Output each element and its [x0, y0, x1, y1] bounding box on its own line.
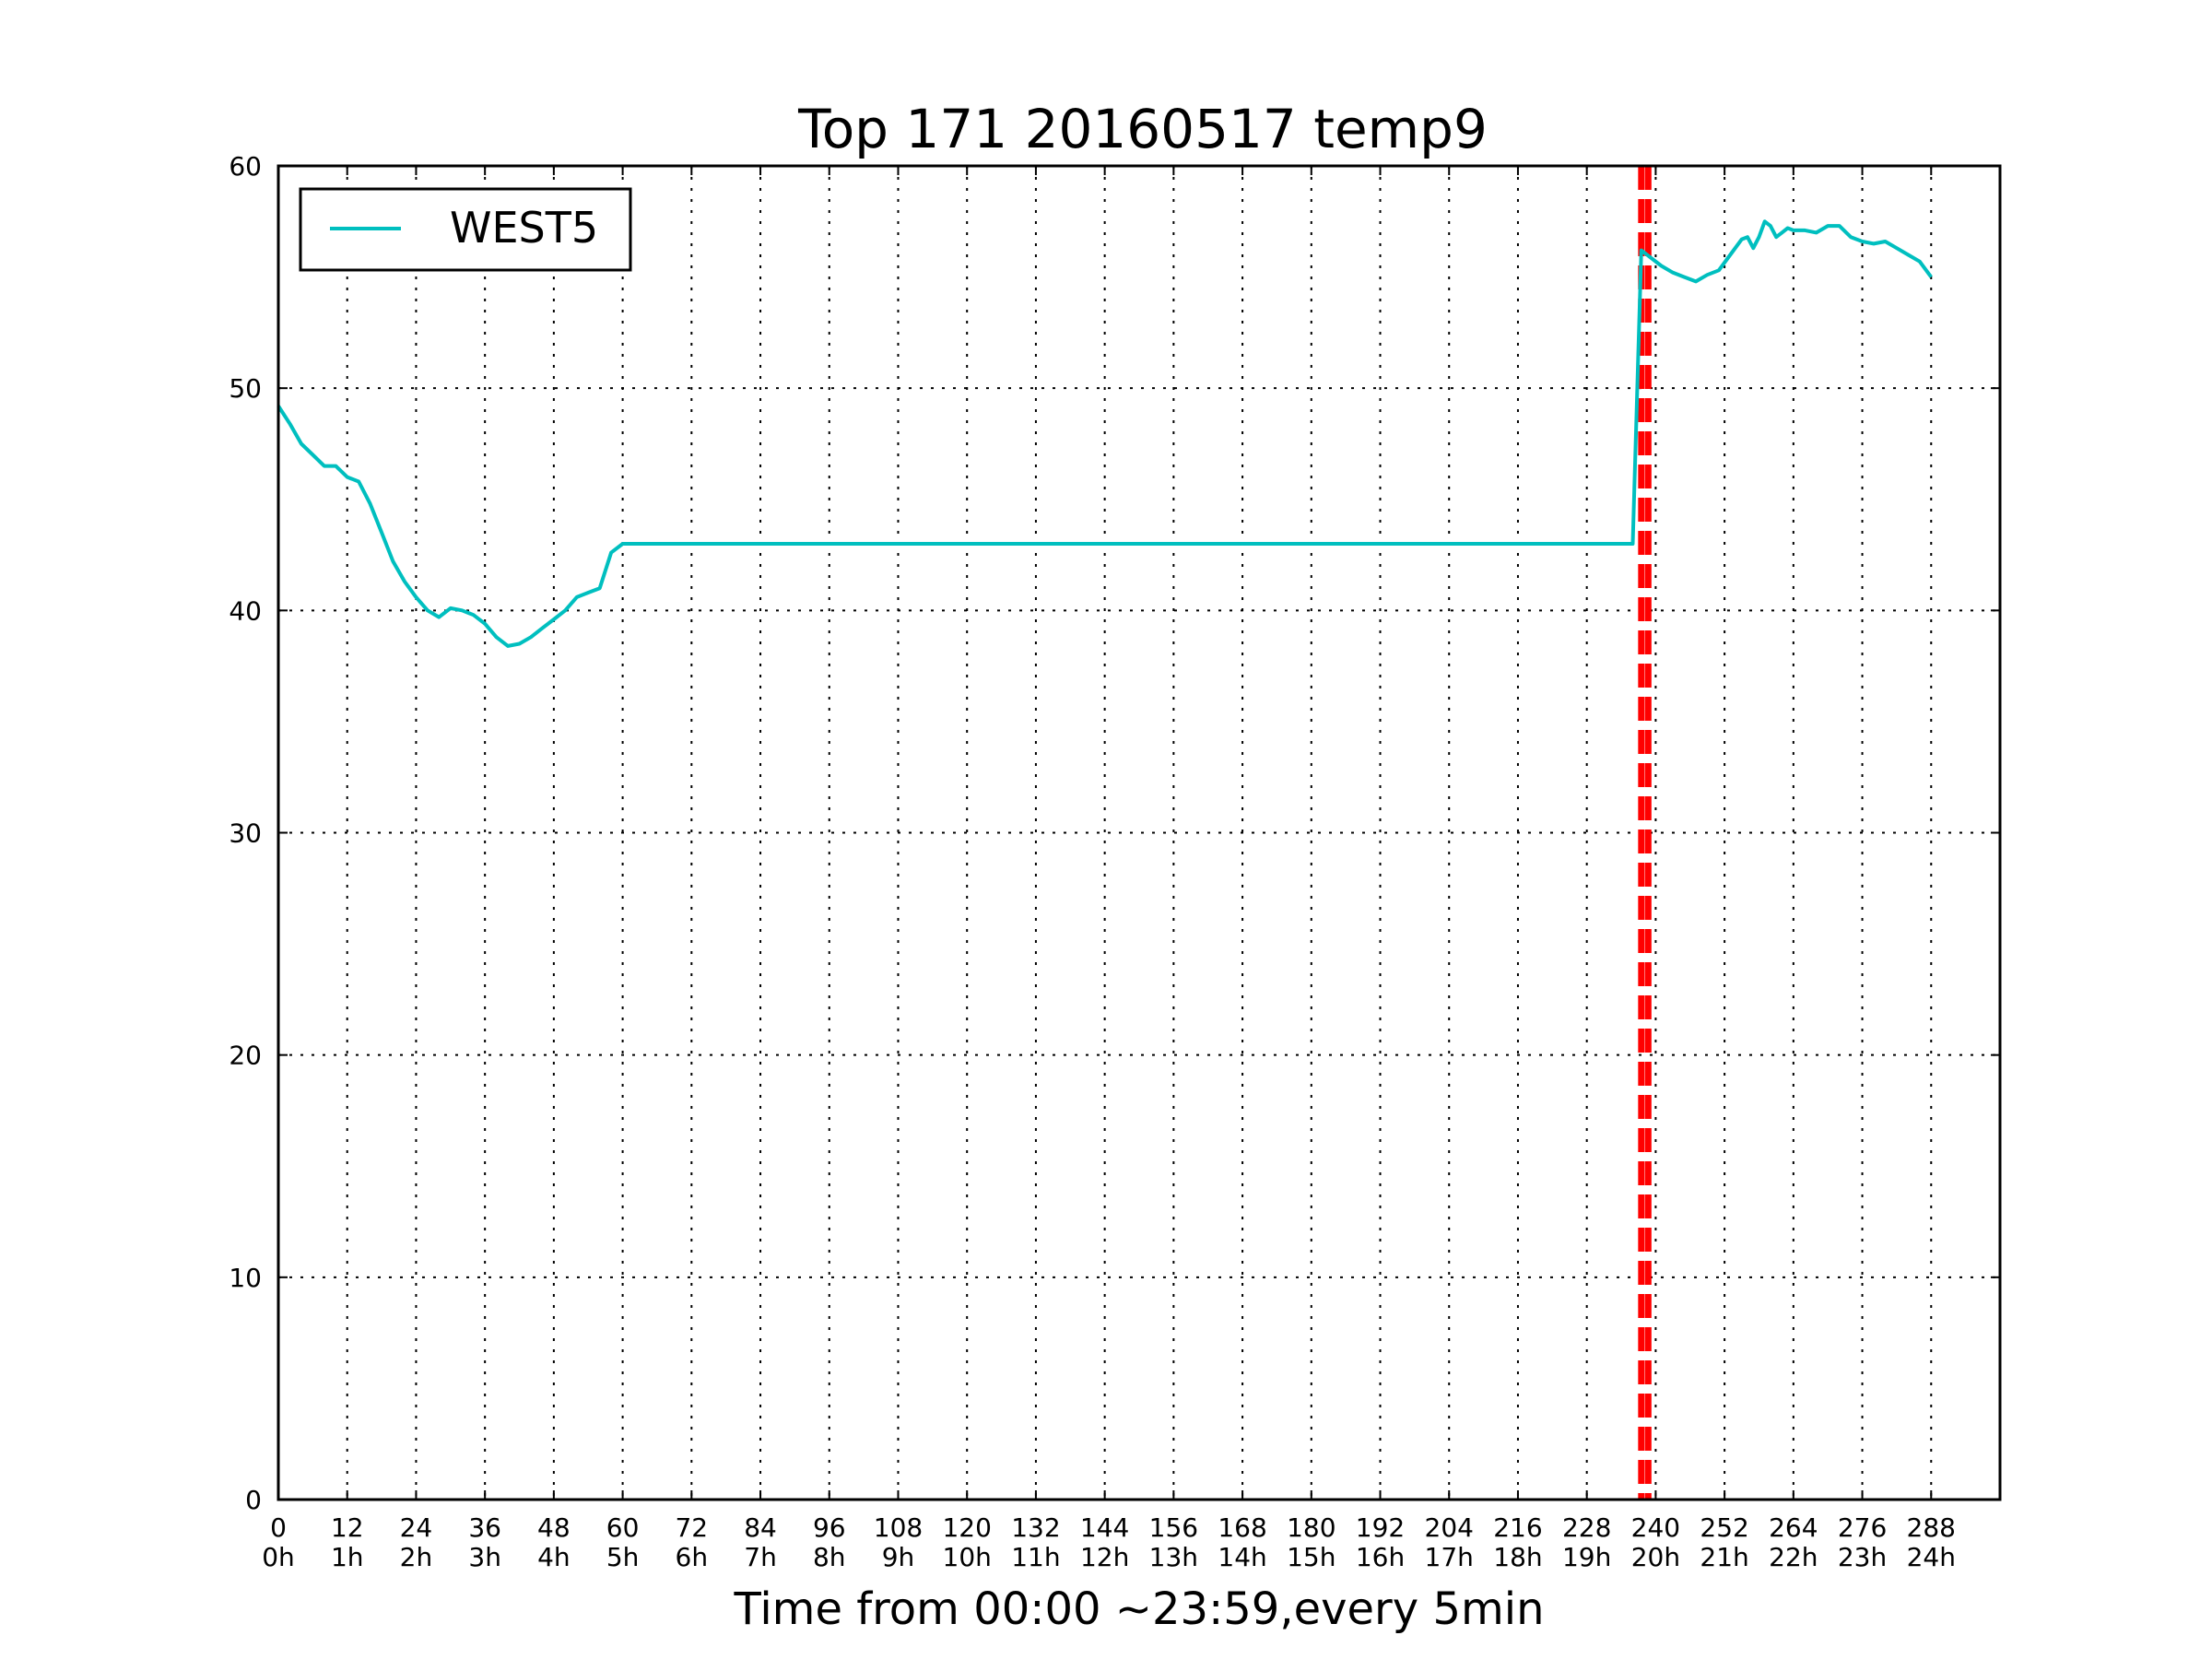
x-tick-label: 276 [1838, 1512, 1887, 1543]
x-tick-label: 84 [744, 1512, 777, 1543]
x-tick-sublabel: 24h [1907, 1542, 1956, 1572]
x-tick-sublabel: 15h [1287, 1542, 1335, 1572]
x-tick-label: 120 [942, 1512, 991, 1543]
x-tick-sublabel: 7h [744, 1542, 777, 1572]
x-tick-sublabel: 9h [882, 1542, 915, 1572]
x-tick-sublabel: 4h [537, 1542, 571, 1572]
x-tick-sublabel: 23h [1838, 1542, 1887, 1572]
y-tick-label: 20 [229, 1041, 262, 1071]
y-tick-label: 10 [229, 1263, 262, 1293]
x-tick-label: 192 [1356, 1512, 1405, 1543]
series-line-west5 [276, 219, 1933, 648]
x-tick-sublabel: 11h [1011, 1542, 1060, 1572]
y-tick-label: 40 [229, 595, 262, 626]
grid-lines [278, 166, 2000, 1500]
y-tick-label: 50 [229, 373, 262, 404]
x-tick-label: 228 [1562, 1512, 1611, 1543]
x-tick-sublabel: 0h [262, 1542, 295, 1572]
x-tick-label: 144 [1080, 1512, 1129, 1543]
x-tick-label: 0 [270, 1512, 287, 1543]
x-tick-sublabel: 13h [1149, 1542, 1198, 1572]
x-tick-sublabel: 22h [1769, 1542, 1818, 1572]
x-tick-label: 108 [874, 1512, 923, 1543]
x-tick-sublabel: 3h [468, 1542, 501, 1572]
x-tick-label: 48 [537, 1512, 571, 1543]
x-tick-sublabel: 8h [813, 1542, 846, 1572]
x-tick-sublabel: 14h [1218, 1542, 1266, 1572]
x-tick-sublabel: 16h [1356, 1542, 1405, 1572]
x-tick-sublabel: 2h [400, 1542, 433, 1572]
y-tick-label: 0 [245, 1485, 262, 1515]
series-lines [276, 219, 1933, 648]
x-tick-label: 132 [1011, 1512, 1060, 1543]
axis-ticks: 00h121h242h363h484h605h726h847h968h1089h… [229, 151, 2000, 1572]
x-tick-label: 156 [1149, 1512, 1198, 1543]
x-tick-label: 264 [1769, 1512, 1818, 1543]
x-tick-label: 240 [1631, 1512, 1680, 1543]
legend: WEST5 [299, 187, 632, 272]
x-tick-label: 36 [468, 1512, 501, 1543]
x-tick-label: 216 [1493, 1512, 1542, 1543]
y-tick-label: 30 [229, 818, 262, 849]
x-tick-label: 72 [675, 1512, 708, 1543]
x-tick-label: 252 [1700, 1512, 1748, 1543]
x-tick-label: 12 [331, 1512, 364, 1543]
marker-lines [1638, 166, 1652, 1500]
x-tick-sublabel: 19h [1562, 1542, 1611, 1572]
x-tick-label: 24 [400, 1512, 433, 1543]
x-tick-label: 60 [606, 1512, 640, 1543]
x-tick-label: 96 [813, 1512, 846, 1543]
x-tick-sublabel: 10h [943, 1542, 992, 1572]
x-tick-label: 180 [1287, 1512, 1335, 1543]
x-tick-sublabel: 6h [676, 1542, 709, 1572]
x-tick-sublabel: 20h [1631, 1542, 1680, 1572]
x-tick-sublabel: 5h [606, 1542, 640, 1572]
x-tick-sublabel: 12h [1080, 1542, 1129, 1572]
chart-title: Top 171 20160517 temp9 [797, 98, 1488, 160]
x-tick-label: 168 [1218, 1512, 1266, 1543]
x-tick-sublabel: 18h [1493, 1542, 1542, 1572]
legend-label-west5: WEST5 [450, 203, 598, 253]
y-tick-label: 60 [229, 151, 262, 182]
x-tick-sublabel: 17h [1425, 1542, 1474, 1572]
x-tick-label: 288 [1907, 1512, 1956, 1543]
plot-frame [276, 164, 2002, 1501]
x-axis-label: Time from 00:00 ~23:59,every 5min [734, 1583, 1545, 1635]
x-tick-sublabel: 21h [1700, 1542, 1748, 1572]
x-tick-label: 204 [1425, 1512, 1474, 1543]
x-tick-sublabel: 1h [331, 1542, 364, 1572]
